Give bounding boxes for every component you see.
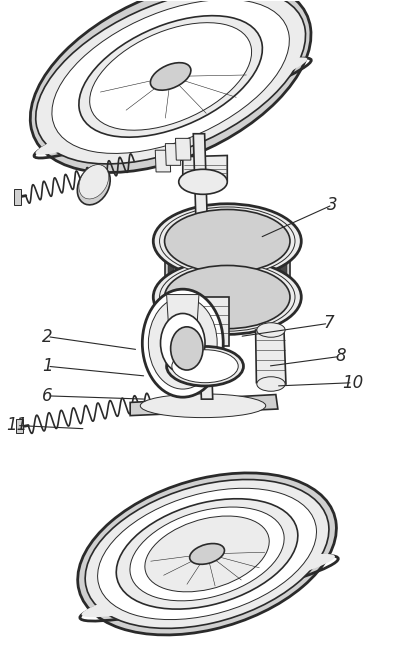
Ellipse shape [97,488,315,620]
Polygon shape [266,242,272,296]
Ellipse shape [153,204,301,279]
Ellipse shape [77,473,336,635]
Ellipse shape [160,314,205,373]
Ellipse shape [164,265,289,329]
Ellipse shape [153,260,301,335]
Polygon shape [16,419,23,434]
Ellipse shape [79,164,108,199]
Ellipse shape [150,63,190,90]
Ellipse shape [189,544,224,564]
Ellipse shape [159,263,294,331]
Polygon shape [130,395,277,416]
Ellipse shape [171,350,238,383]
Polygon shape [252,242,258,296]
Polygon shape [238,242,244,296]
Ellipse shape [170,327,202,370]
Text: 6: 6 [42,387,52,405]
Polygon shape [166,294,198,327]
Text: 2: 2 [42,327,52,346]
Polygon shape [15,189,21,205]
Ellipse shape [256,323,284,337]
Text: 10: 10 [341,374,362,391]
Ellipse shape [79,16,262,137]
Ellipse shape [52,0,289,153]
Ellipse shape [178,170,227,194]
Ellipse shape [145,516,269,592]
Ellipse shape [142,289,223,397]
Text: 11: 11 [6,416,28,434]
Polygon shape [195,242,202,296]
Text: 8: 8 [335,347,345,366]
Ellipse shape [81,554,334,617]
Ellipse shape [159,207,294,275]
Ellipse shape [35,57,307,154]
Polygon shape [182,156,227,180]
Ellipse shape [36,0,305,164]
Ellipse shape [90,22,251,130]
Polygon shape [165,144,180,166]
Polygon shape [164,241,289,297]
Ellipse shape [77,166,110,205]
Polygon shape [167,242,174,296]
Ellipse shape [140,394,265,418]
Ellipse shape [30,0,310,172]
Ellipse shape [85,480,328,628]
Polygon shape [175,139,190,160]
Ellipse shape [116,499,297,609]
Text: 3: 3 [326,196,337,214]
Polygon shape [209,242,216,296]
Ellipse shape [256,377,284,391]
Ellipse shape [148,297,217,389]
Text: 1: 1 [42,357,52,376]
Polygon shape [181,242,188,296]
Polygon shape [155,150,170,172]
Ellipse shape [166,346,243,386]
Polygon shape [224,242,230,296]
Polygon shape [255,329,285,384]
Ellipse shape [130,507,284,601]
Ellipse shape [164,209,289,273]
Polygon shape [280,242,286,296]
Polygon shape [193,134,212,399]
Polygon shape [194,297,229,346]
Text: 7: 7 [322,314,333,333]
